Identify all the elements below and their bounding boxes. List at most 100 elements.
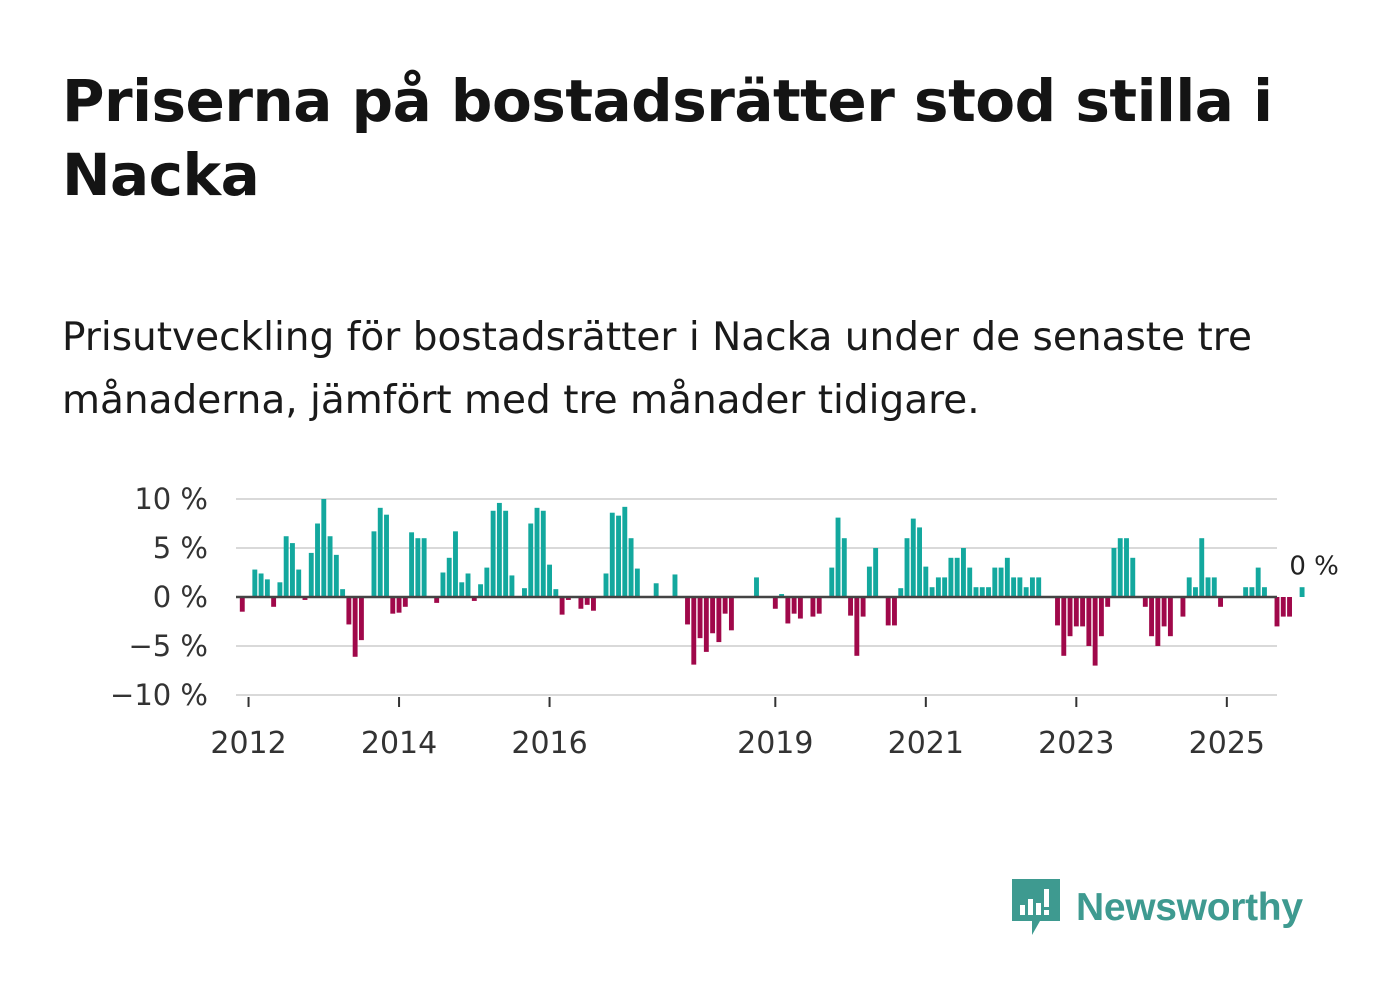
bar xyxy=(258,573,264,597)
bar xyxy=(358,597,364,641)
bar xyxy=(1274,597,1280,627)
bar xyxy=(1180,597,1186,617)
bar xyxy=(553,589,559,597)
bar xyxy=(923,566,929,597)
bar xyxy=(402,597,408,607)
bar xyxy=(496,502,502,597)
bar xyxy=(1130,557,1136,597)
bar xyxy=(478,584,484,597)
bar xyxy=(829,567,835,597)
brand-name: Newsworthy xyxy=(1076,886,1303,929)
bar xyxy=(1161,597,1167,627)
y-tick-label: −10 % xyxy=(110,678,208,712)
bar xyxy=(1117,538,1123,597)
bar xyxy=(484,567,490,597)
x-tick-label: 2012 xyxy=(210,726,286,761)
bar xyxy=(471,597,477,601)
bar xyxy=(1205,577,1211,597)
bar xyxy=(271,597,277,607)
bar xyxy=(1249,587,1255,597)
bar xyxy=(728,597,734,631)
bar xyxy=(954,557,960,597)
bar xyxy=(609,512,615,597)
bar xyxy=(816,597,822,614)
bar xyxy=(371,531,377,597)
bar xyxy=(860,597,866,617)
bar xyxy=(992,567,998,597)
last-value-label: 0 % xyxy=(1289,551,1339,581)
bar xyxy=(252,569,258,597)
bar xyxy=(509,575,515,597)
bar xyxy=(239,597,245,612)
x-tick-label: 2021 xyxy=(888,726,964,761)
bar xyxy=(1124,538,1129,597)
bar xyxy=(722,597,728,614)
newsworthy-logo-icon xyxy=(1012,879,1060,935)
bar xyxy=(1080,597,1086,627)
bar xyxy=(346,597,352,625)
bar xyxy=(384,514,389,597)
bar xyxy=(591,597,596,611)
bar xyxy=(866,566,872,597)
bar xyxy=(584,597,590,605)
bar xyxy=(1255,567,1261,597)
bar xyxy=(797,597,803,619)
bar xyxy=(1280,597,1286,617)
bar xyxy=(1092,597,1098,666)
bar xyxy=(534,507,540,597)
bar xyxy=(1243,587,1249,597)
bar xyxy=(616,515,621,597)
bar xyxy=(917,527,922,597)
x-tick-label: 2016 xyxy=(511,726,587,761)
y-tick-label: 0 % xyxy=(153,580,208,614)
bar-chart: 10 % 5 % 0 % −5 % −10 % 2012 2014 2016 2019 2021… xyxy=(110,482,1339,761)
bar xyxy=(1262,587,1267,597)
bar xyxy=(1287,597,1292,617)
bar xyxy=(653,583,659,597)
bar xyxy=(1098,597,1104,637)
bar xyxy=(785,597,791,624)
bar xyxy=(1155,597,1161,646)
bar xyxy=(1067,597,1073,637)
bar xyxy=(998,567,1004,597)
bar xyxy=(848,597,854,616)
bar xyxy=(672,574,678,597)
bar xyxy=(327,536,333,597)
bar xyxy=(390,597,396,614)
bar xyxy=(628,538,634,597)
bar xyxy=(1142,597,1148,607)
bar xyxy=(622,506,628,597)
bar xyxy=(547,564,552,597)
bar xyxy=(942,577,948,597)
bar xyxy=(490,510,496,597)
bar xyxy=(302,597,308,600)
bar xyxy=(453,531,458,597)
bar xyxy=(754,577,759,597)
bar xyxy=(892,597,897,626)
bar xyxy=(1073,597,1079,627)
bar xyxy=(559,597,565,615)
bar xyxy=(308,552,314,597)
bar xyxy=(434,597,440,603)
bar xyxy=(1055,597,1060,626)
bar xyxy=(1193,587,1198,597)
y-tick-label: −5 % xyxy=(128,629,208,663)
bar xyxy=(503,510,509,597)
bar xyxy=(415,538,421,597)
bar xyxy=(377,507,383,597)
y-tick-label: 10 % xyxy=(134,482,208,516)
bar xyxy=(716,597,722,643)
bar xyxy=(1029,577,1035,597)
chart-title: Priserna på bostadsrätter stod stilla i … xyxy=(62,67,1273,209)
bar xyxy=(841,538,847,597)
bar xyxy=(396,597,402,613)
bar xyxy=(446,557,452,597)
bar xyxy=(1167,597,1173,637)
bar xyxy=(603,573,609,597)
bar xyxy=(873,548,879,597)
bar xyxy=(885,597,891,626)
x-tick-label: 2025 xyxy=(1189,726,1265,761)
bar xyxy=(565,597,571,600)
bar xyxy=(791,597,797,614)
bar xyxy=(1023,587,1029,597)
